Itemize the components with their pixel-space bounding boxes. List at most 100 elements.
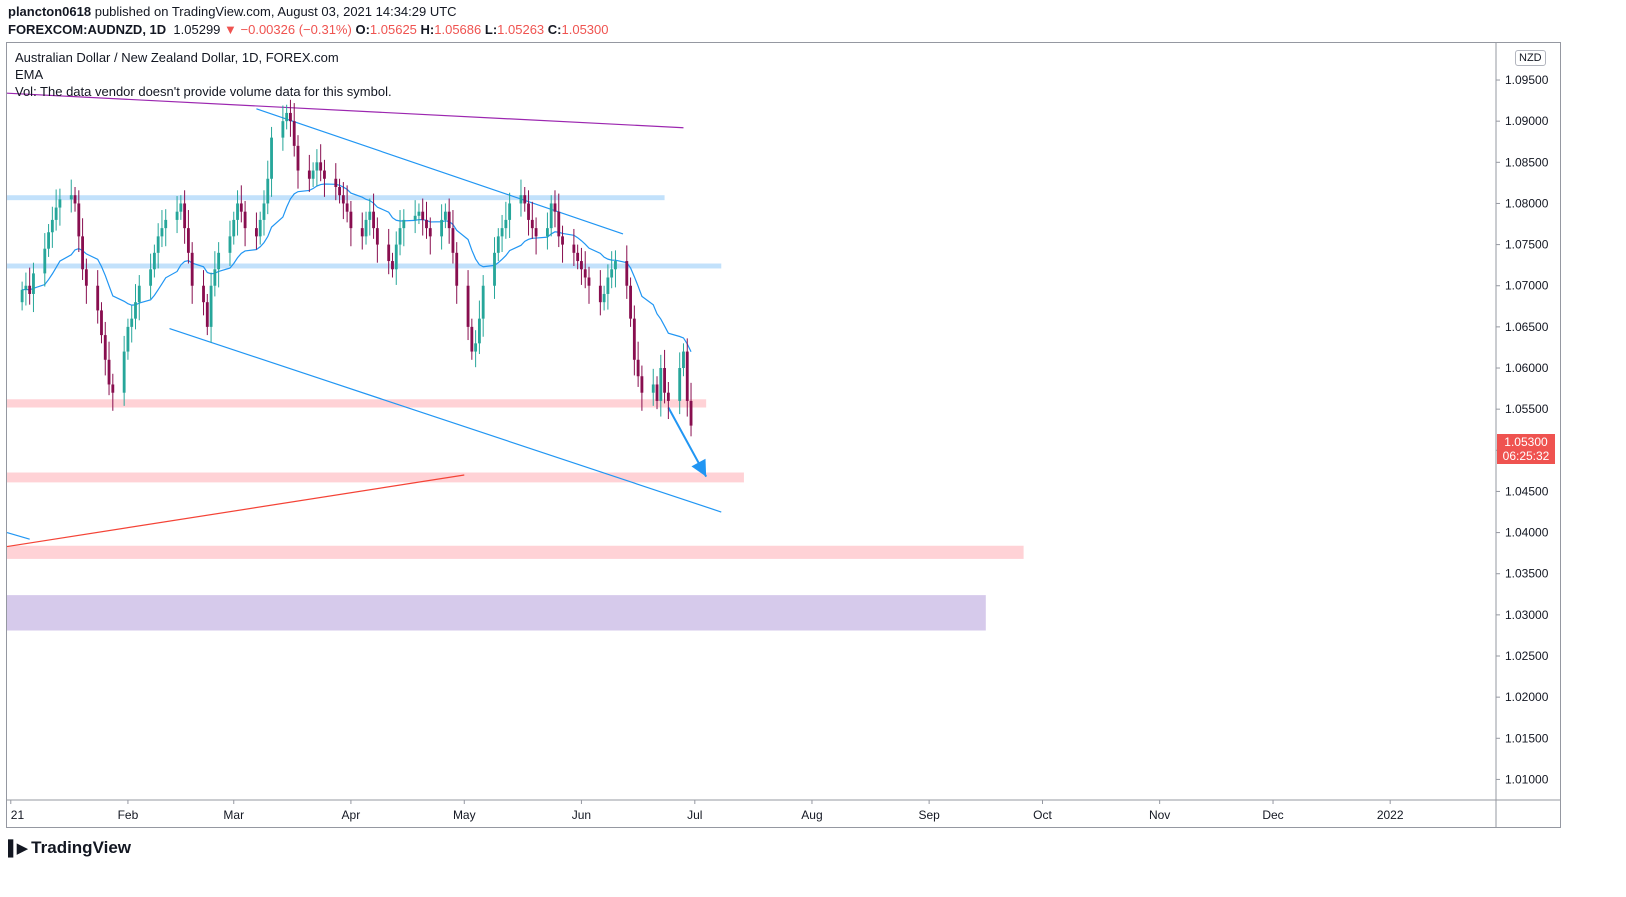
candle-body	[496, 236, 500, 253]
candle-body	[186, 228, 190, 253]
candle-body	[292, 121, 296, 146]
candle-body	[149, 269, 153, 286]
time-tick-label: Dec	[1262, 808, 1283, 822]
publish-info: plancton0618 published on TradingView.co…	[8, 4, 457, 19]
candle-body	[323, 170, 326, 179]
candle-body	[602, 293, 606, 303]
candle-body	[338, 186, 341, 196]
price-tick-label: 1.01000	[1505, 772, 1549, 786]
legend-ema[interactable]: EMA	[15, 67, 44, 82]
candle-body	[655, 384, 659, 401]
high-value: 1.05686	[434, 22, 482, 37]
candle-body	[640, 376, 644, 393]
candle-body	[447, 211, 451, 229]
candle-body	[500, 228, 504, 237]
candle-body	[659, 368, 663, 401]
candle-body	[236, 203, 239, 220]
candle-body	[281, 121, 285, 138]
zone-2	[7, 399, 707, 408]
high-label: H:	[420, 22, 435, 37]
candle-body	[451, 228, 455, 253]
candle-body	[421, 211, 425, 220]
candle-body	[96, 285, 100, 311]
candle-body	[474, 343, 478, 352]
candle-body	[243, 211, 247, 229]
currency-badge[interactable]: NZD	[1515, 50, 1546, 66]
candle-body	[111, 384, 115, 393]
candle-body	[311, 170, 315, 179]
tradingview-logo[interactable]: ▌▶ TradingView	[8, 838, 131, 858]
candle-body	[682, 351, 685, 369]
candle-body	[239, 203, 243, 212]
trend-line-1	[256, 108, 624, 235]
candle-body	[587, 277, 591, 286]
candle-body	[504, 219, 508, 229]
open-value: 1.05625	[369, 22, 417, 37]
candle-body	[572, 244, 576, 253]
open-label: O:	[355, 22, 370, 37]
candle-body	[372, 211, 375, 229]
candle-body	[610, 269, 614, 278]
candle-body	[636, 359, 640, 377]
candle-body	[319, 162, 323, 171]
candle-body	[130, 318, 134, 327]
candle-body	[270, 137, 273, 179]
candle-body	[100, 310, 103, 336]
candle-body	[530, 219, 534, 229]
legend-title[interactable]: Australian Dollar / New Zealand Dollar, …	[15, 50, 339, 65]
candle-body	[134, 302, 137, 319]
close-label: C:	[547, 22, 562, 37]
price-tick-label: 1.03000	[1505, 608, 1549, 622]
candle-body	[73, 195, 77, 204]
candle-body	[508, 203, 512, 220]
candle-body	[258, 219, 262, 237]
candle-body	[179, 203, 183, 212]
candle-body	[477, 318, 481, 344]
candle-body	[103, 335, 107, 360]
price-tick-label: 1.07500	[1505, 238, 1549, 252]
down-arrow-head	[691, 458, 707, 477]
candle-body	[156, 236, 160, 253]
candle-body	[580, 261, 583, 270]
publisher-name[interactable]: plancton0618	[8, 4, 92, 19]
price-tick-label: 1.05500	[1505, 402, 1549, 416]
legend-volume[interactable]: Vol: The data vendor doesn't provide vol…	[15, 84, 392, 99]
price-tick-label: 1.02000	[1505, 690, 1549, 704]
candle-body	[598, 285, 602, 303]
candle-body	[402, 219, 406, 229]
candle-body	[443, 211, 447, 220]
trend-line-2	[169, 327, 722, 513]
price-tick-label: 1.09500	[1505, 73, 1549, 87]
time-tick-label: Jul	[687, 808, 702, 822]
candle-body	[228, 236, 232, 253]
axes-layer: 1.01000 1.01500 1.02000 1.02500 1.03000 1.035…	[7, 43, 1561, 828]
time-tick-label: Feb	[118, 808, 139, 822]
candle-body	[209, 285, 213, 327]
candle-body	[428, 228, 432, 237]
candle-body	[32, 273, 35, 294]
last-value: 1.05299	[173, 22, 221, 37]
time-tick-label: Aug	[801, 808, 822, 822]
candle-body	[553, 203, 557, 212]
price-tick-label: 1.08000	[1505, 196, 1549, 210]
price-tick-label: 1.04500	[1505, 484, 1549, 498]
candle-body	[481, 285, 485, 319]
symbol-label[interactable]: FOREXCOM:AUDNZD, 1D	[8, 22, 167, 37]
candle-body	[606, 277, 610, 294]
candle-body	[213, 269, 217, 286]
price-tick-label: 1.01500	[1505, 731, 1549, 745]
time-tick-label: 2022	[1377, 808, 1404, 822]
zone-3	[7, 472, 744, 483]
candle-body	[126, 326, 130, 352]
candle-body	[77, 203, 81, 237]
candle-body	[413, 215, 417, 220]
candle-body	[632, 318, 636, 360]
chart-frame[interactable]	[6, 42, 1561, 828]
candle-body	[625, 261, 629, 286]
candle-body	[678, 368, 682, 401]
candle-body	[417, 211, 421, 216]
low-label: L:	[484, 22, 498, 37]
time-tick-label: May	[453, 808, 476, 822]
candle-body	[523, 195, 527, 204]
